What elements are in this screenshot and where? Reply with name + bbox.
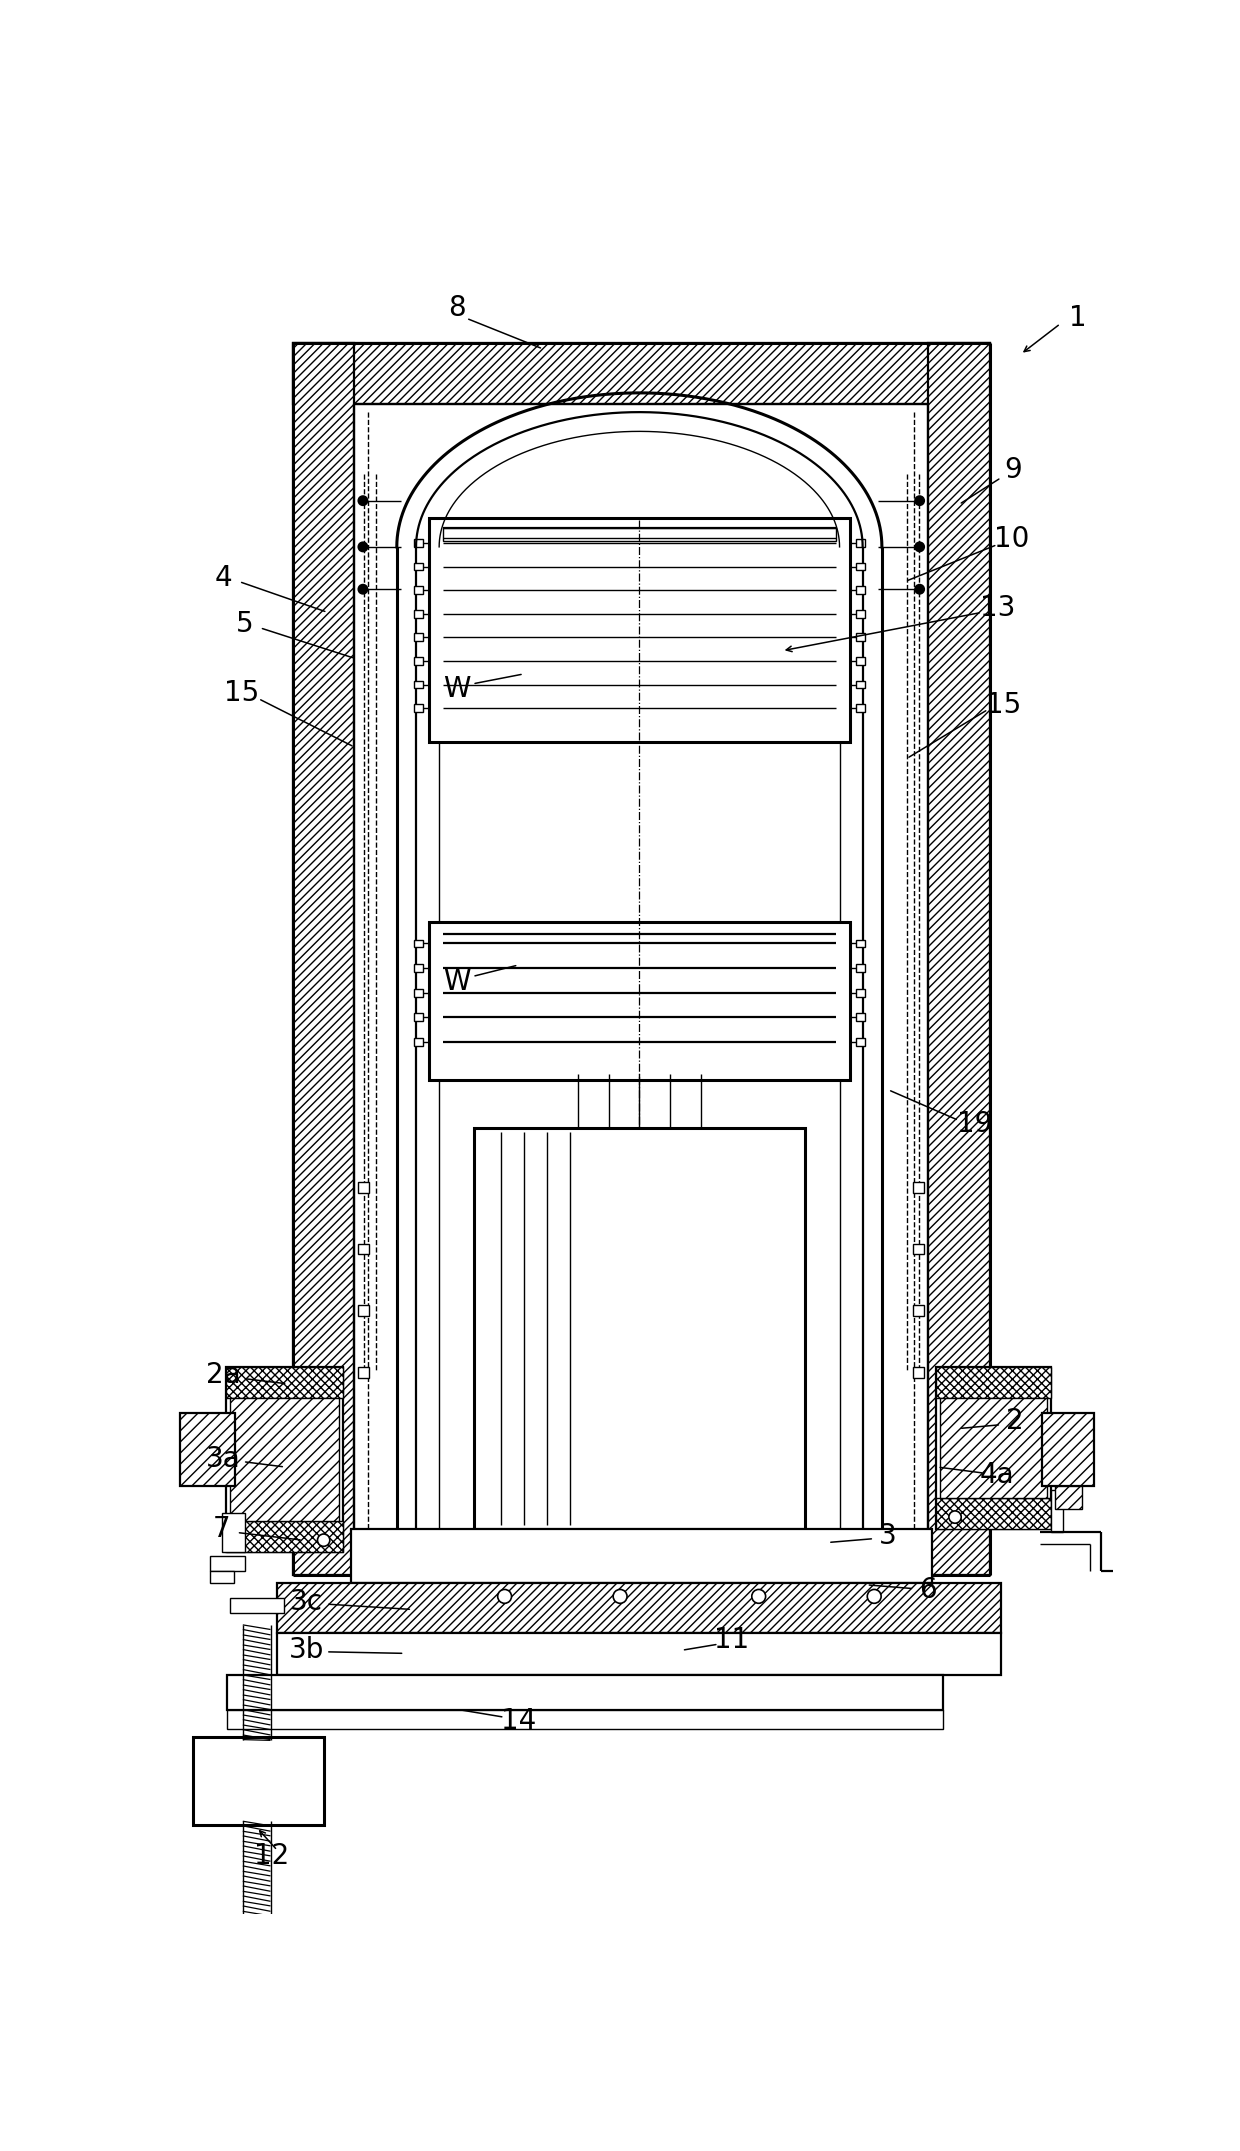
Bar [443, 527, 836, 542]
Text: 15: 15 [986, 690, 1022, 718]
Circle shape [358, 542, 367, 551]
Bar [351, 1529, 932, 1583]
Text: W: W [443, 968, 471, 996]
Bar [278, 1583, 1001, 1633]
Bar [211, 1570, 233, 1583]
Text: 15: 15 [223, 680, 259, 708]
Text: 11: 11 [714, 1626, 749, 1654]
Bar [914, 1243, 924, 1254]
Text: 3c: 3c [290, 1587, 324, 1615]
Bar [358, 1243, 370, 1254]
Text: 7: 7 [212, 1514, 231, 1542]
Bar [936, 1366, 1052, 1398]
Bar [429, 518, 849, 742]
Circle shape [358, 497, 367, 505]
Bar [293, 342, 355, 1575]
Circle shape [949, 1510, 961, 1523]
Text: 6: 6 [919, 1577, 937, 1605]
Bar [358, 1306, 370, 1316]
Bar [856, 587, 866, 594]
Bar [414, 564, 423, 570]
Text: 1: 1 [1069, 303, 1087, 331]
Bar [180, 1413, 236, 1486]
Bar [414, 703, 423, 712]
Text: 4: 4 [215, 564, 232, 592]
Text: 14: 14 [501, 1708, 536, 1736]
Bar [414, 540, 423, 546]
Bar [856, 635, 866, 641]
Text: 4a: 4a [980, 1461, 1014, 1488]
Circle shape [317, 1534, 330, 1547]
Bar [856, 964, 866, 972]
Bar [227, 1710, 944, 1729]
Text: 19: 19 [956, 1110, 992, 1138]
Text: 5: 5 [236, 611, 253, 639]
Text: 2a: 2a [206, 1362, 241, 1390]
Bar [211, 1555, 246, 1570]
Bar [856, 1013, 866, 1022]
Bar [1055, 1486, 1083, 1510]
Text: 12: 12 [254, 1841, 290, 1869]
Text: 13: 13 [980, 594, 1016, 622]
Bar [928, 342, 990, 1575]
Bar [358, 1183, 370, 1194]
Bar [936, 1497, 1052, 1529]
Bar [1052, 1491, 1063, 1532]
Circle shape [915, 497, 924, 505]
Bar [358, 1366, 370, 1377]
Bar [936, 1366, 1052, 1529]
Text: 3b: 3b [289, 1637, 325, 1665]
Bar [856, 540, 866, 546]
Bar [1042, 1413, 1094, 1486]
Circle shape [358, 585, 367, 594]
Text: 2: 2 [1006, 1407, 1023, 1435]
Bar [856, 703, 866, 712]
Bar [414, 989, 423, 996]
Bar [856, 1039, 866, 1045]
Text: 3a: 3a [206, 1445, 241, 1473]
Bar [226, 1366, 343, 1551]
Bar [227, 1676, 944, 1710]
Bar [192, 1736, 324, 1824]
Bar [856, 940, 866, 946]
Circle shape [867, 1590, 882, 1602]
Bar [226, 1366, 343, 1398]
Bar [293, 342, 990, 404]
Bar [278, 1633, 1001, 1676]
Circle shape [613, 1590, 627, 1602]
Bar [414, 680, 423, 688]
Bar [856, 989, 866, 996]
Text: 10: 10 [993, 525, 1029, 553]
Bar [856, 564, 866, 570]
Bar [474, 1129, 805, 1529]
Bar [414, 964, 423, 972]
Bar [414, 656, 423, 665]
Bar [414, 587, 423, 594]
Text: W: W [443, 675, 471, 703]
Circle shape [915, 542, 924, 551]
Bar [229, 1398, 339, 1521]
Bar [222, 1512, 246, 1551]
Bar [414, 1039, 423, 1045]
Text: 8: 8 [448, 295, 466, 323]
Text: 9: 9 [1004, 456, 1022, 484]
Circle shape [751, 1590, 765, 1602]
Bar [940, 1398, 1048, 1497]
Bar [414, 611, 423, 617]
Bar [856, 611, 866, 617]
Bar [429, 923, 849, 1080]
Bar [914, 1366, 924, 1377]
Bar [414, 940, 423, 946]
Bar [414, 1013, 423, 1022]
Text: 3: 3 [879, 1523, 897, 1551]
Bar [414, 635, 423, 641]
Circle shape [915, 585, 924, 594]
Bar [914, 1183, 924, 1194]
Bar [914, 1306, 924, 1316]
Bar [856, 656, 866, 665]
Bar [226, 1521, 343, 1551]
Bar [856, 680, 866, 688]
Bar [229, 1598, 284, 1613]
Circle shape [497, 1590, 512, 1602]
